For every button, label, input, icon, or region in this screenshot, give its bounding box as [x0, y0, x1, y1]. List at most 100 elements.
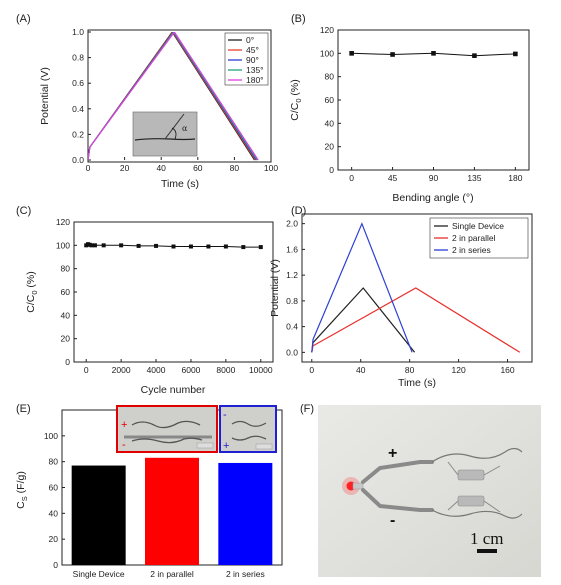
panel-c: (C) 0 2000 4000 6000 8000 10000 0 20 40 60 80 100 12… — [16, 205, 274, 396]
x-tick-label: 0 — [84, 365, 89, 375]
bar-0 — [71, 465, 126, 565]
panel-d-series — [311, 222, 521, 353]
bar-2 — [218, 462, 273, 565]
panel-d-legend: Single Device 2 in parallel 2 in series — [429, 217, 529, 259]
y-tick-label: 60 — [61, 287, 71, 297]
data-point — [390, 52, 395, 57]
panel-d-frame — [301, 213, 533, 363]
y-tick-label: 20 — [325, 142, 335, 152]
panel-e-ylabel: CS (F/g) — [15, 471, 29, 509]
data-point — [513, 51, 518, 57]
y-tick-label: 20 — [61, 334, 71, 344]
y-tick-label: 0.4 — [72, 104, 84, 114]
panel-f-label: (F) — [300, 403, 314, 415]
y-tick-label: 0.6 — [72, 78, 84, 88]
x-tick-label: 10000 — [249, 365, 273, 375]
clip-top — [361, 460, 434, 484]
inset-parallel-plus: + — [121, 419, 127, 431]
panel-a-inset-photo: α — [132, 111, 198, 157]
y-tick-label: 2.0 — [286, 219, 298, 229]
series-line-4 — [88, 32, 259, 161]
y-tick-label: 0.4 — [286, 322, 298, 332]
y-tick-label: 1.0 — [72, 27, 84, 37]
x-tick-label: 80 — [230, 163, 240, 173]
panel-a-label: (A) — [16, 13, 31, 25]
inset-series-minus: - — [223, 409, 227, 421]
y-tick-label: 0.8 — [72, 53, 84, 63]
y-tick-label: 100 — [56, 240, 70, 250]
panel-f: (F) + - 1 cm — [300, 403, 541, 577]
data-point — [349, 51, 354, 56]
legend-label-series: 2 in series — [452, 245, 491, 255]
panel-d-label: (D) — [291, 205, 306, 217]
panel-e-ticks: 0 20 40 60 80 100 — [44, 431, 65, 570]
panel-f-photo — [318, 405, 541, 577]
legend-label-single: Single Device — [452, 221, 504, 231]
y-tick-label: 80 — [325, 72, 335, 82]
panel-d-ticks: 0 40 80 120 160 0.0 0.4 0.8 1.2 1.6 2.0 — [286, 219, 515, 375]
panel-e-label: (E) — [16, 403, 31, 415]
y-tick-label: 0.0 — [72, 155, 84, 165]
panel-a: (A) 0 20 40 60 80 100 0.0 0.2 0.4 0.6 0.8 1.0 Time … — [16, 13, 278, 190]
panel-b-label: (B) — [291, 13, 306, 25]
data-point — [223, 244, 228, 249]
y-tick-label: 80 — [61, 264, 71, 274]
x-tick-label: 100 — [264, 163, 278, 173]
device-bottom — [457, 495, 485, 507]
y-tick-label: 0 — [65, 357, 70, 367]
panel-d-xlabel: Time (s) — [398, 377, 436, 389]
panel-a-ticks: 0 20 40 60 80 100 0.0 0.2 0.4 0.6 0.8 1.0 — [72, 27, 278, 173]
x-tick-label: 20 — [120, 163, 130, 173]
panel-c-series — [84, 242, 263, 250]
x-tick-label: 4000 — [147, 365, 166, 375]
photo-minus-sign: - — [390, 512, 395, 529]
panel-c-label: (C) — [16, 205, 31, 217]
x-tick-label: 160 — [500, 365, 514, 375]
y-tick-label: 60 — [49, 483, 59, 493]
x-tick-label: 80 — [405, 365, 415, 375]
x-tick-label: 45 — [388, 173, 398, 183]
y-tick-label: 1.2 — [286, 270, 298, 280]
panel-d-legend-box — [429, 217, 529, 259]
data-point — [171, 244, 176, 249]
panel-a-ylabel: Potential (V) — [39, 67, 51, 125]
data-point — [101, 243, 106, 248]
y-tick-label: 0 — [53, 560, 58, 570]
panel-a-legend-box — [224, 32, 269, 86]
x-tick-label: 60 — [193, 163, 203, 173]
y-tick-label: 80 — [49, 457, 59, 467]
scale-bar-label: 1 cm — [470, 529, 504, 548]
x-tick-label: 0 — [349, 173, 354, 183]
y-tick-label: 0.0 — [286, 347, 298, 357]
y-tick-label: 1.6 — [286, 244, 298, 254]
x-tick-label: 90 — [429, 173, 439, 183]
x-tick-label: 40 — [356, 365, 366, 375]
legend-label-45deg: 45° — [246, 45, 259, 55]
legend-label-0deg: 0° — [246, 35, 254, 45]
y-tick-label: 20 — [49, 534, 59, 544]
legend-label-parallel: 2 in parallel — [452, 233, 496, 243]
y-tick-label: 60 — [325, 95, 335, 105]
y-tick-label: 0.2 — [72, 129, 84, 139]
panel-a-legend: 0° 45° 90° 135° 180° — [224, 32, 269, 86]
series-line-1 — [311, 287, 521, 353]
inset-series-plus: + — [223, 440, 229, 452]
panel-e-inset-series: - + — [219, 405, 277, 453]
panel-b: (B) 0 45 90 135 180 0 20 40 60 80 100 120 Bending a… — [289, 13, 530, 204]
y-tick-label: 100 — [44, 431, 58, 441]
legend-label-180deg: 180° — [246, 75, 264, 85]
panel-a-frame — [87, 29, 272, 163]
panel-c-frame — [73, 221, 274, 363]
panel-b-frame — [337, 29, 530, 171]
data-point — [136, 243, 141, 248]
category-label: 2 in series — [226, 569, 265, 579]
inset-parallel-minus: - — [122, 439, 126, 451]
panel-c-ticks: 0 2000 4000 6000 8000 10000 0 20 40 60 80 100 120 — [56, 217, 273, 375]
y-tick-label: 0 — [329, 165, 334, 175]
data-point — [89, 243, 94, 248]
clip-bottom — [361, 488, 434, 512]
photo-plus-sign: + — [388, 445, 397, 462]
data-point — [154, 243, 159, 248]
x-tick-label: 120 — [452, 365, 466, 375]
